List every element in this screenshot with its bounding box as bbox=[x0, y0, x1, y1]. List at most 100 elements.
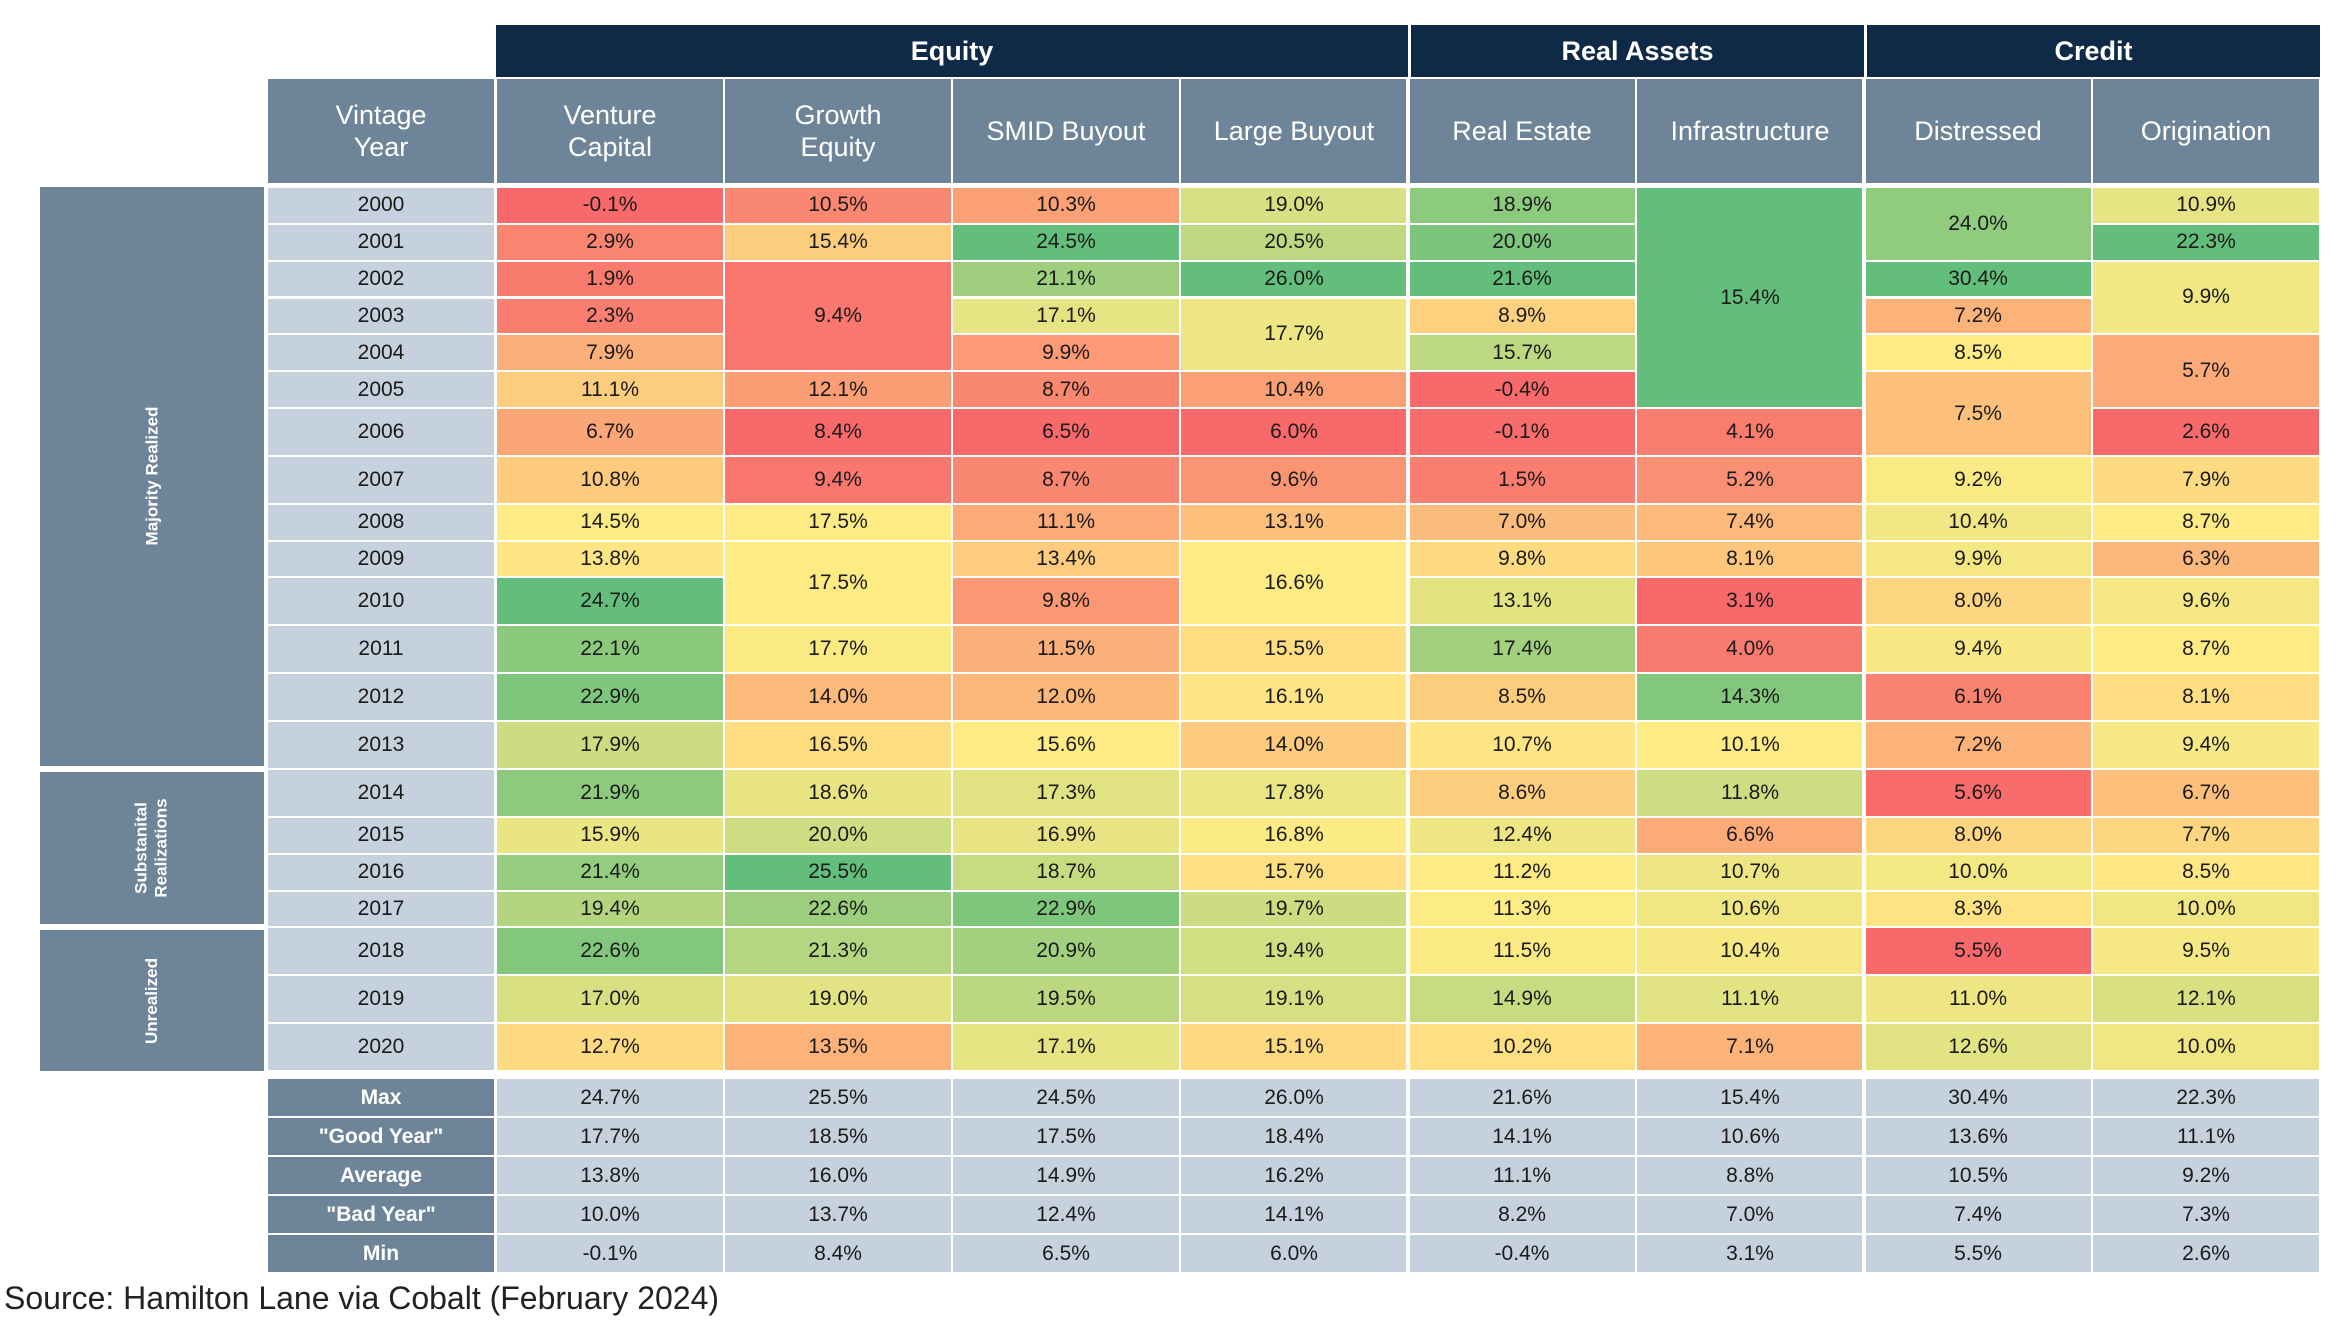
summary-value: 2.6% bbox=[2093, 1235, 2319, 1272]
heatmap-cell: 11.1% bbox=[1637, 976, 1863, 1023]
heatmap-cell: 9.6% bbox=[2093, 578, 2319, 625]
heatmap-cell: -0.4% bbox=[1409, 372, 1635, 407]
heatmap-cell: 15.7% bbox=[1181, 854, 1407, 890]
heatmap-cell: 19.4% bbox=[1181, 928, 1407, 975]
summary-value: 17.5% bbox=[953, 1118, 1179, 1155]
heatmap-cell: 25.5% bbox=[725, 854, 951, 890]
heatmap-cell: 8.5% bbox=[2093, 854, 2319, 890]
summary-value: 8.2% bbox=[1409, 1196, 1635, 1233]
heatmap-cell: 17.0% bbox=[497, 976, 723, 1023]
vintage-year: 2017 bbox=[268, 891, 494, 927]
heatmap-cell: 15.5% bbox=[1181, 626, 1407, 673]
heatmap-cell: 6.6% bbox=[1637, 817, 1863, 853]
heatmap-cell: 21.9% bbox=[497, 769, 723, 816]
period-label: Majority Realized bbox=[40, 187, 264, 766]
heatmap-cell: 11.1% bbox=[497, 372, 723, 407]
summary-value: 6.5% bbox=[953, 1235, 1179, 1272]
heatmap-cell: 20.0% bbox=[725, 817, 951, 853]
heatmap-cell: 30.4% bbox=[1865, 261, 2091, 297]
heatmap-cell: 19.0% bbox=[1181, 188, 1407, 223]
summary-value: 14.9% bbox=[953, 1157, 1179, 1194]
heatmap-cell: 15.4% bbox=[725, 224, 951, 260]
summary-value: 7.4% bbox=[1865, 1196, 2091, 1233]
heatmap-cell: 19.4% bbox=[497, 891, 723, 927]
heatmap-cell: 9.8% bbox=[953, 578, 1179, 625]
heatmap-cell: 12.4% bbox=[1409, 817, 1635, 853]
group-separator bbox=[1862, 79, 1866, 1273]
heatmap-cell: 5.6% bbox=[1865, 769, 2091, 816]
vintage-year: 2000 bbox=[268, 188, 494, 223]
vintage-year: 2001 bbox=[268, 224, 494, 260]
vintage-year: 2004 bbox=[268, 335, 494, 371]
vintage-year: 2005 bbox=[268, 372, 494, 407]
heatmap-cell: 8.5% bbox=[1409, 674, 1635, 721]
heatmap-cell: 17.4% bbox=[1409, 626, 1635, 673]
heatmap-cell: 15.7% bbox=[1409, 335, 1635, 371]
summary-value: 30.4% bbox=[1865, 1079, 2091, 1116]
period-label: Unrealized bbox=[40, 930, 264, 1071]
vintage-year-header: Vintage Year bbox=[268, 79, 494, 183]
heatmap-cell: 21.3% bbox=[725, 928, 951, 975]
heatmap-cell: 2.9% bbox=[497, 224, 723, 260]
vintage-year: 2012 bbox=[268, 674, 494, 721]
group-header: Credit bbox=[1867, 25, 2320, 77]
heatmap-cell: 9.2% bbox=[1865, 456, 2091, 503]
heatmap-cell: 6.7% bbox=[2093, 769, 2319, 816]
heatmap-cell: 17.7% bbox=[725, 626, 951, 673]
heatmap-cell: -0.1% bbox=[497, 188, 723, 223]
heatmap-cell: 13.4% bbox=[953, 541, 1179, 577]
heatmap-cell: 7.4% bbox=[1637, 504, 1863, 540]
column-header: Growth Equity bbox=[725, 79, 951, 183]
vintage-year: 2006 bbox=[268, 409, 494, 455]
summary-value: 18.4% bbox=[1181, 1118, 1407, 1155]
heatmap-cell: 8.0% bbox=[1865, 817, 2091, 853]
summary-value: 24.5% bbox=[953, 1079, 1179, 1116]
heatmap-cell: 20.5% bbox=[1181, 224, 1407, 260]
summary-value: 21.6% bbox=[1409, 1079, 1635, 1116]
vintage-year: 2011 bbox=[268, 626, 494, 673]
summary-value: 10.0% bbox=[497, 1196, 723, 1233]
heatmap-cell: 9.4% bbox=[2093, 722, 2319, 768]
heatmap-cell: 15.1% bbox=[1181, 1024, 1407, 1070]
heatmap-cell: 8.6% bbox=[1409, 769, 1635, 816]
summary-value: 11.1% bbox=[1409, 1157, 1635, 1194]
heatmap-cell: 10.1% bbox=[1637, 722, 1863, 768]
group-separator bbox=[1406, 79, 1410, 1273]
summary-value: 13.7% bbox=[725, 1196, 951, 1233]
summary-value: 12.4% bbox=[953, 1196, 1179, 1233]
period-label: Substanital Realizations bbox=[40, 771, 264, 925]
heatmap-cell: 11.0% bbox=[1865, 976, 2091, 1023]
heatmap-cell: 14.3% bbox=[1637, 674, 1863, 721]
summary-value: 3.1% bbox=[1637, 1235, 1863, 1272]
heatmap-cell: 5.5% bbox=[1865, 928, 2091, 975]
heatmap-cell: 17.1% bbox=[953, 298, 1179, 334]
heatmap-cell: 17.5% bbox=[725, 541, 951, 625]
heatmap-cell: 22.9% bbox=[953, 891, 1179, 927]
vintage-year: 2018 bbox=[268, 928, 494, 975]
heatmap-cell: 15.6% bbox=[953, 722, 1179, 768]
heatmap-cell: 12.1% bbox=[2093, 976, 2319, 1023]
heatmap-cell: 19.7% bbox=[1181, 891, 1407, 927]
heatmap-cell: 11.1% bbox=[953, 504, 1179, 540]
heatmap-cell: 12.1% bbox=[725, 372, 951, 407]
heatmap-cell: 6.5% bbox=[953, 409, 1179, 455]
heatmap-cell: 22.6% bbox=[725, 891, 951, 927]
heatmap-cell: 20.9% bbox=[953, 928, 1179, 975]
vintage-year: 2020 bbox=[268, 1024, 494, 1070]
heatmap-cell: 24.7% bbox=[497, 578, 723, 625]
heatmap-cell: 22.1% bbox=[497, 626, 723, 673]
heatmap-cell: 9.4% bbox=[725, 261, 951, 371]
heatmap-cell: 13.8% bbox=[497, 541, 723, 577]
heatmap-cell: 9.9% bbox=[953, 335, 1179, 371]
heatmap-cell: 6.1% bbox=[1865, 674, 2091, 721]
vintage-year: 2009 bbox=[268, 541, 494, 577]
heatmap-cell: 9.6% bbox=[1181, 456, 1407, 503]
heatmap-cell: 7.1% bbox=[1637, 1024, 1863, 1070]
heatmap-cell: 10.0% bbox=[1865, 854, 2091, 890]
summary-value: 16.0% bbox=[725, 1157, 951, 1194]
summary-label: "Good Year" bbox=[268, 1118, 494, 1155]
heatmap-cell: 8.3% bbox=[1865, 891, 2091, 927]
summary-value: 8.8% bbox=[1637, 1157, 1863, 1194]
heatmap-cell: 22.6% bbox=[497, 928, 723, 975]
